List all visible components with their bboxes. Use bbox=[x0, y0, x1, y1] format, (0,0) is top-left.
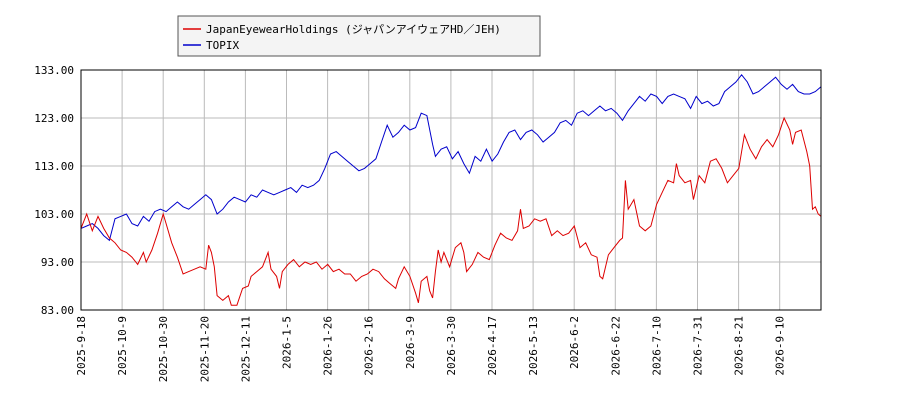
x-tick-label: 2025-12-11 bbox=[239, 316, 252, 382]
x-tick-label: 2026-2-16 bbox=[363, 316, 376, 376]
series-line-0 bbox=[80, 116, 822, 306]
x-tick-label: 2026-8-21 bbox=[733, 316, 746, 376]
x-tick-label: 2026-3-30 bbox=[445, 316, 458, 376]
x-tick-label: 2026-3-9 bbox=[404, 316, 417, 369]
y-tick-label: 113.00 bbox=[34, 160, 74, 173]
x-axis: 2025-9-18 2025-10-9 2025-10-30 2025-11-20 20… bbox=[75, 316, 787, 382]
plot-frame bbox=[80, 69, 822, 311]
legend-box bbox=[177, 15, 541, 57]
y-tick-label: 103.00 bbox=[34, 208, 74, 221]
x-tick-label: 2026-4-17 bbox=[486, 316, 499, 376]
y-axis: 83.00 93.00 103.00 113.00 123.00 133.00 bbox=[34, 64, 74, 317]
legend: JapanEyewearHoldings (ジャパンアイウェアHD／JEH) T… bbox=[177, 15, 541, 57]
series-line-1 bbox=[80, 73, 822, 242]
x-tick-label: 2026-7-10 bbox=[650, 316, 663, 376]
x-tick-label: 2025-11-20 bbox=[198, 316, 211, 382]
x-tick-label: 2026-1-5 bbox=[281, 316, 294, 369]
x-tick-label: 2026-6-2 bbox=[568, 316, 581, 369]
x-tick-label: 2026-7-31 bbox=[692, 316, 705, 376]
y-tick-label: 133.00 bbox=[34, 64, 74, 77]
legend-label-0: JapanEyewearHoldings (ジャパンアイウェアHD／JEH) bbox=[206, 23, 501, 36]
x-tick-label: 2025-10-30 bbox=[157, 316, 170, 382]
y-tick-label: 123.00 bbox=[34, 112, 74, 125]
y-tick-label: 83.00 bbox=[41, 304, 74, 317]
x-tick-label: 2025-9-18 bbox=[75, 316, 88, 376]
x-tick-label: 2026-9-10 bbox=[774, 316, 787, 376]
legend-label-1: TOPIX bbox=[206, 39, 239, 52]
x-tick-label: 2026-5-13 bbox=[527, 316, 540, 376]
y-tick-label: 93.00 bbox=[41, 256, 74, 269]
x-tick-label: 2025-10-9 bbox=[116, 316, 129, 376]
x-tick-label: 2026-6-22 bbox=[609, 316, 622, 376]
grid-lines bbox=[80, 69, 821, 311]
x-tick-label: 2026-1-26 bbox=[322, 316, 335, 376]
series-layer bbox=[80, 73, 822, 306]
